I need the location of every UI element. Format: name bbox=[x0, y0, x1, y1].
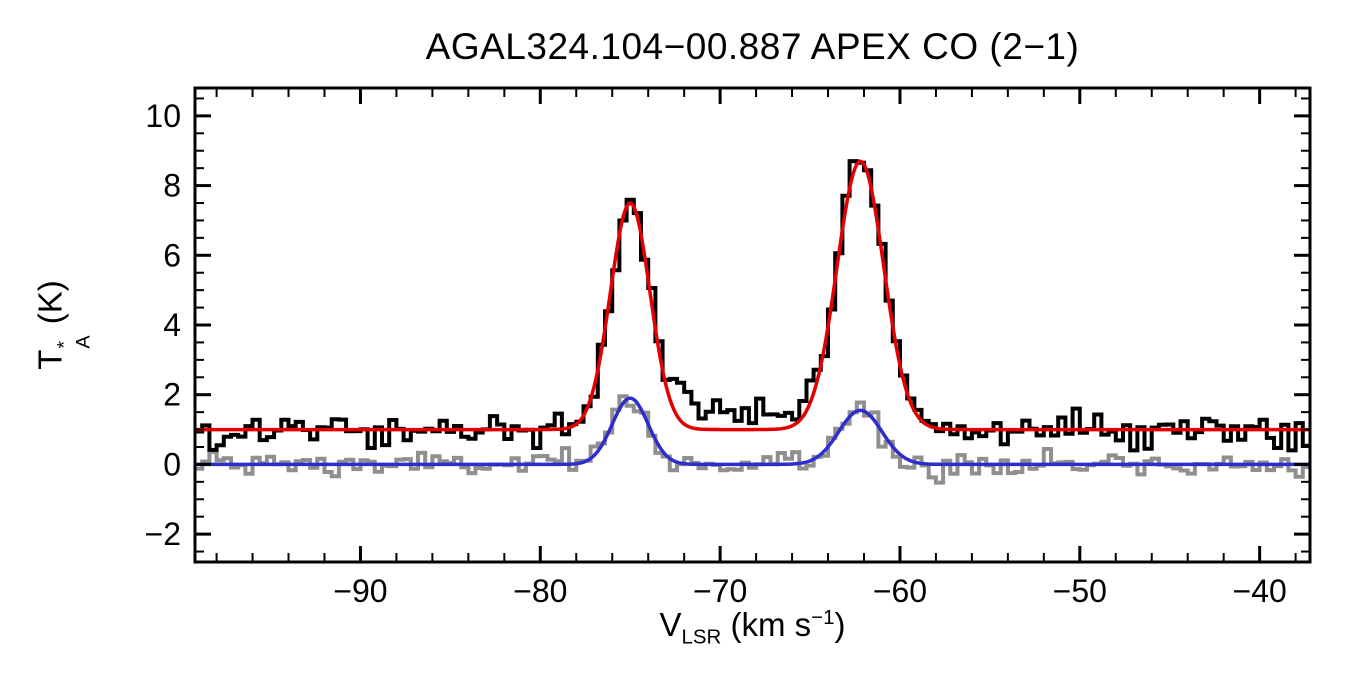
y-tick-label: 4 bbox=[163, 307, 181, 343]
x-tick-label: −40 bbox=[1233, 573, 1287, 609]
tick-labels-group: −90 −80 −70 −60 −50 −40 −2 0 2 4 6 8 10 bbox=[145, 98, 1287, 609]
fit-blue-path bbox=[195, 396, 1310, 467]
x-axis-label-unit-pre: (km s bbox=[721, 606, 812, 643]
data-series-group bbox=[195, 159, 1310, 485]
y-axis-label-symbol: T bbox=[31, 349, 69, 370]
x-axis-label: VLSR (km s−1) bbox=[195, 606, 1310, 650]
x-axis-label-symbol: V bbox=[659, 606, 682, 643]
x-axis-label-unit-post: ) bbox=[834, 606, 846, 643]
fit-red-path bbox=[195, 159, 1310, 432]
y-tick-label: 8 bbox=[163, 168, 181, 204]
y-axis-label-supsub: * A bbox=[53, 335, 94, 349]
y-tick-label: −2 bbox=[145, 516, 181, 552]
x-axis-label-superscript: −1 bbox=[811, 606, 835, 629]
y-tick-label: 2 bbox=[163, 377, 181, 413]
y-tick-label: 6 bbox=[163, 237, 181, 273]
plot-frame bbox=[193, 86, 1312, 564]
x-tick-label: −60 bbox=[873, 573, 927, 609]
y-tick-label: 0 bbox=[163, 446, 181, 482]
y-tick-label: 10 bbox=[145, 98, 181, 134]
chart-title: AGAL324.104−00.887 APEX CO (2−1) bbox=[425, 26, 1080, 67]
y-axis-label-unit: (K) bbox=[31, 280, 69, 334]
x-axis-label-subscript: LSR bbox=[681, 625, 722, 649]
x-tick-label: −70 bbox=[693, 573, 747, 609]
x-tick-label: −50 bbox=[1053, 573, 1107, 609]
x-tick-label: −90 bbox=[333, 573, 387, 609]
spectrum-gray-path bbox=[195, 394, 1310, 485]
axes-group bbox=[193, 86, 1312, 564]
spectrum-black-path bbox=[195, 159, 1310, 453]
y-axis-label: T * A (K) bbox=[31, 280, 94, 370]
x-tick-label: −80 bbox=[513, 573, 567, 609]
